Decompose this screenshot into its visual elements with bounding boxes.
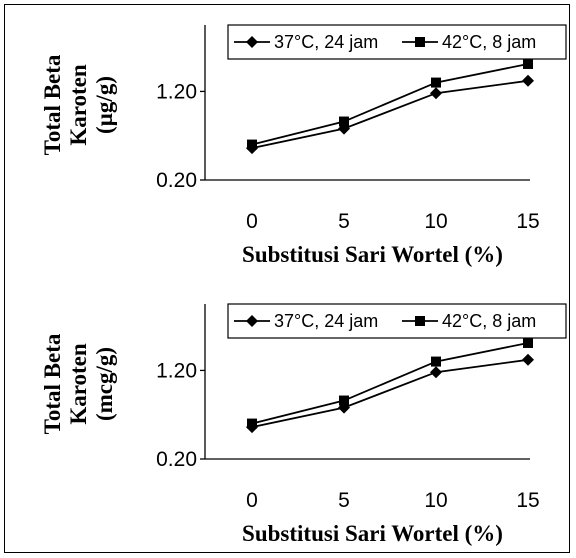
chart-2-series-1-line: [251, 358, 529, 428]
chart-1-y-axis-title-line-1: Total Beta: [40, 54, 65, 155]
chart-2-y-axis-title-line-1: Total Beta: [40, 333, 65, 434]
chart-1-series-1-line: [251, 79, 529, 149]
chart-2-y-axis-title-line-3: (mcg/g): [92, 347, 117, 421]
chart-1-series-2-point-2: [339, 116, 349, 127]
chart-2-series-2-point-2: [339, 395, 349, 406]
chart-2-y-tick-label-2: 1.20: [156, 359, 197, 382]
chart-2-x-tick-label-2: 5: [338, 489, 350, 512]
chart-1-series-1-point-4: [522, 74, 534, 87]
chart-2-y-axis-title-line-2: Karoten: [66, 343, 91, 425]
chart-1-series-2-point-3: [431, 77, 441, 88]
chart-1-x-tick-label-3: 10: [424, 210, 447, 233]
chart-1-series-2-point-4: [523, 58, 533, 69]
chart-1-series-1-point-3: [430, 87, 442, 100]
chart-1-x-axis-title: Substitusi Sari Wortel (%): [242, 242, 503, 267]
chart-2-x-tick-label-4: 15: [516, 489, 539, 512]
chart-1-x-tick-label-1: 0: [246, 210, 258, 233]
chart-1-legend-label-2: 42°C, 8 jam: [442, 32, 536, 52]
chart-1-legend-marker-2: [415, 37, 425, 47]
chart-2-legend-marker-1: [246, 315, 258, 327]
chart-1-series-2-point-1: [247, 139, 257, 150]
chart-1-y-axis-title-line-3: (µg/g): [92, 76, 117, 134]
chart-2-legend-marker-2: [415, 316, 425, 326]
chart-2-legend-label-2: 42°C, 8 jam: [442, 311, 536, 331]
chart-2-x-tick-label-3: 10: [424, 489, 447, 512]
chart-1-y-tick-label-1: 0.20: [156, 169, 197, 192]
chart-2-series-1-point-4: [522, 353, 534, 366]
chart-2-legend-label-1: 37°C, 24 jam: [274, 311, 378, 331]
figure-frame: [4, 4, 570, 553]
chart-2-y-axis-title: Total Beta Karoten (mcg/g): [40, 333, 117, 434]
chart-2-y-tick-label-1: 0.20: [156, 448, 197, 471]
chart-2-x-axis-title: Substitusi Sari Wortel (%): [242, 521, 503, 546]
chart-2-series-1-point-3: [430, 366, 442, 379]
chart-2-series-2-point-3: [431, 356, 441, 367]
chart-2-legend-box: [227, 303, 567, 339]
chart-1-x-tick-label-2: 5: [338, 210, 350, 233]
chart-1-legend-box: [227, 24, 567, 60]
chart-1-legend-label-1: 37°C, 24 jam: [274, 32, 378, 52]
chart-1-legend-marker-1: [246, 36, 258, 48]
chart-2-series-2-line: [251, 342, 529, 425]
chart-1-y-tick-label-2: 1.20: [156, 80, 197, 103]
chart-1-y-axis-title-line-2: Karoten: [66, 64, 91, 146]
chart-2-series-2-point-1: [247, 418, 257, 429]
chart-1-y-axis-title: Total Beta Karoten (µg/g): [40, 54, 117, 155]
chart-1-x-tick-label-4: 15: [516, 210, 539, 233]
chart-1-series-2-line: [251, 63, 529, 146]
chart-2-x-tick-label-1: 0: [246, 489, 258, 512]
chart-2-series-2-point-4: [523, 337, 533, 348]
